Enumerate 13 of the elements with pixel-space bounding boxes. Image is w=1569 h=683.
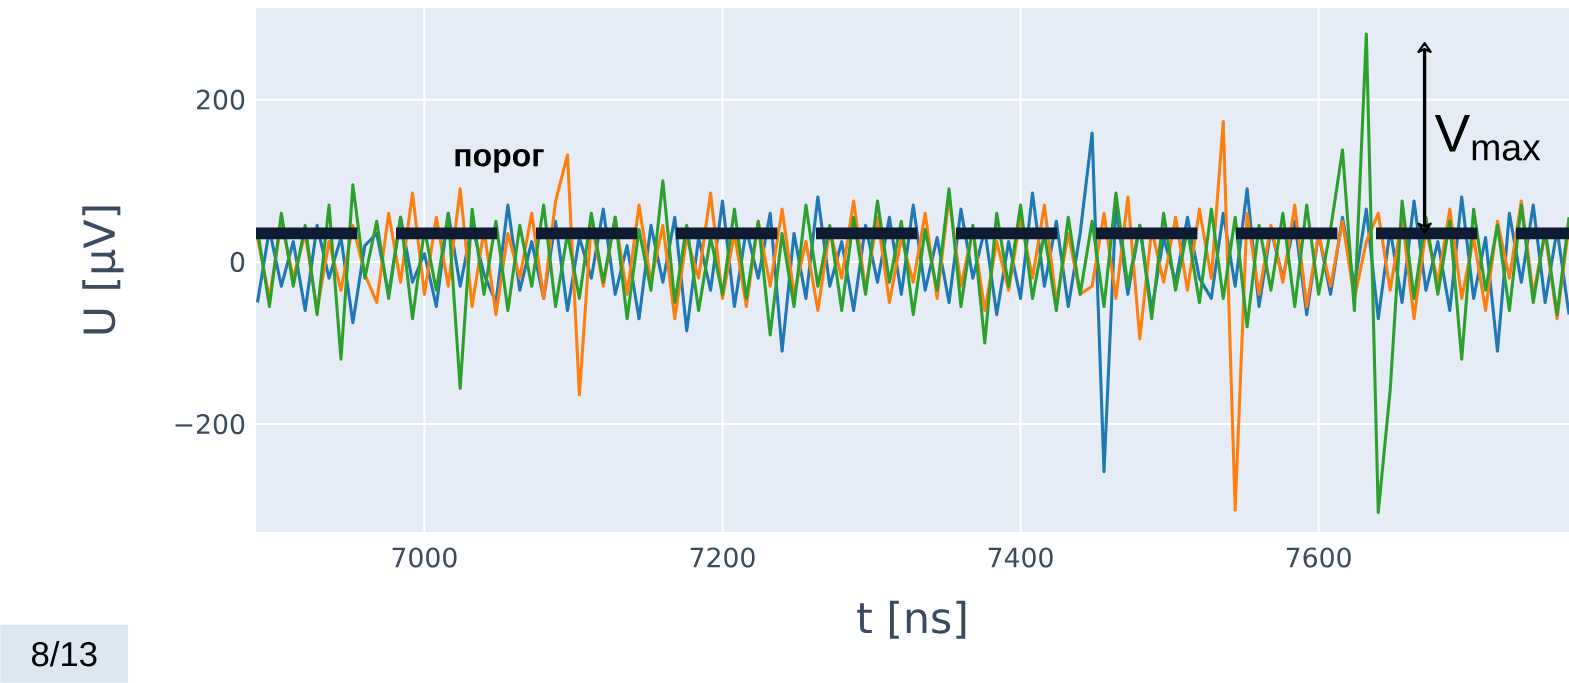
line-series xyxy=(256,32,1569,515)
y-tick-label: 0 xyxy=(230,251,245,272)
annotation: V$_{max}$ xyxy=(1434,114,1541,161)
text: 8/13 xyxy=(32,641,97,667)
y-axis-title: U [µV] xyxy=(82,206,124,334)
x-axis-title: t [ns] xyxy=(857,600,966,639)
y-tick-label: −200 xyxy=(175,414,245,435)
ref-line-label: порог xyxy=(455,148,544,173)
x-tick-label: 7000 xyxy=(392,547,457,568)
x-tick-label: 7200 xyxy=(690,547,755,568)
x-tick-label: 7600 xyxy=(1286,547,1351,568)
y-tick-label: 200 xyxy=(197,89,245,110)
x-tick-label: 7400 xyxy=(988,547,1053,568)
